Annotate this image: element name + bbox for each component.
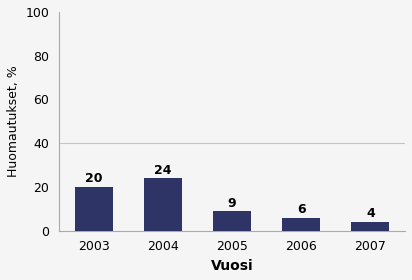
Text: 20: 20: [85, 172, 103, 185]
Bar: [213, 211, 251, 231]
Bar: [351, 222, 389, 231]
Text: 6: 6: [297, 203, 306, 216]
Bar: [282, 218, 320, 231]
Y-axis label: Huomautukset, %: Huomautukset, %: [7, 66, 20, 177]
Text: 9: 9: [228, 197, 236, 209]
Bar: [75, 187, 113, 231]
X-axis label: Vuosi: Vuosi: [211, 259, 253, 273]
Text: 24: 24: [154, 164, 172, 177]
Text: 4: 4: [366, 207, 375, 220]
Bar: [144, 178, 182, 231]
